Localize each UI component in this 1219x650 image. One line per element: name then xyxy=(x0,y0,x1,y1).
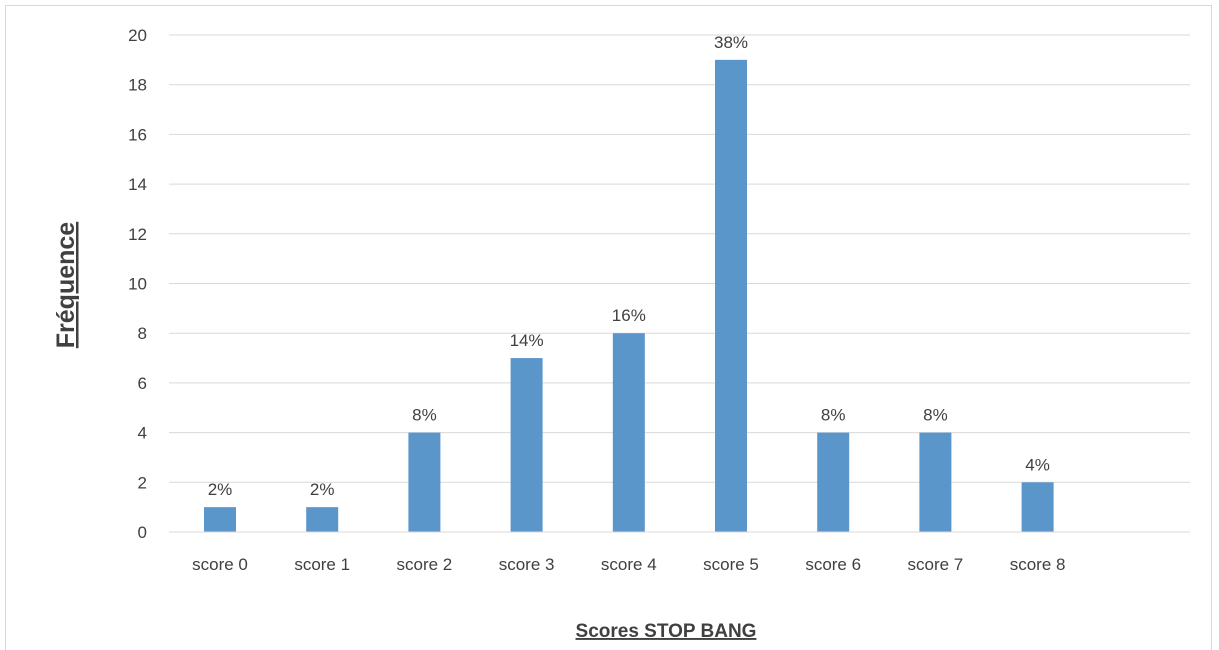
gridlines xyxy=(169,34,1190,483)
y-tick-label: 6 xyxy=(138,374,147,393)
bar-score-1 xyxy=(306,507,339,532)
y-tick-label: 0 xyxy=(138,523,147,542)
y-tick-label: 4 xyxy=(138,424,147,443)
bar-score-3 xyxy=(510,358,543,532)
x-tick-label: score 0 xyxy=(192,555,248,574)
y-axis-title: Fréquence xyxy=(52,222,80,349)
chart-frame xyxy=(5,5,1212,650)
x-tick-label: score 5 xyxy=(703,555,759,574)
data-label: 14% xyxy=(510,331,544,350)
y-tick-label: 10 xyxy=(128,275,147,294)
y-tick-label: 14 xyxy=(128,175,147,194)
data-label: 8% xyxy=(923,406,948,425)
x-tick-label: score 2 xyxy=(397,555,453,574)
data-labels: 2% 2% 8% 14% 16% 38% 8% 8% 4% xyxy=(208,33,1050,499)
bar-score-8 xyxy=(1021,482,1054,532)
bar-score-6 xyxy=(817,432,850,532)
bar-score-2 xyxy=(408,432,441,532)
bar-score-5 xyxy=(715,59,747,532)
x-tick-label: score 4 xyxy=(601,555,657,574)
data-label: 38% xyxy=(714,33,748,52)
bars xyxy=(204,59,1054,532)
x-tick-label: score 6 xyxy=(805,555,861,574)
x-tick-label: score 8 xyxy=(1010,555,1066,574)
bar-score-7 xyxy=(919,432,952,532)
x-axis-ticks: score 0 score 1 score 2 score 3 score 4 score… xyxy=(192,555,1065,574)
data-label: 2% xyxy=(310,480,335,499)
data-label: 8% xyxy=(412,406,437,425)
data-label: 2% xyxy=(208,480,233,499)
y-tick-label: 18 xyxy=(128,76,147,95)
y-tick-label: 20 xyxy=(128,26,147,45)
bar-score-0 xyxy=(204,507,236,532)
y-tick-label: 8 xyxy=(138,324,147,343)
x-tick-label: score 3 xyxy=(499,555,555,574)
y-tick-label: 2 xyxy=(138,473,147,492)
y-tick-label: 12 xyxy=(128,225,147,244)
x-axis-title: Scores STOP BANG xyxy=(576,621,757,642)
x-tick-label: score 7 xyxy=(908,555,964,574)
x-tick-label: score 1 xyxy=(294,555,350,574)
y-axis-ticks: 0 2 4 6 8 10 12 14 16 18 20 xyxy=(128,26,147,542)
data-label: 8% xyxy=(821,406,846,425)
y-tick-label: 16 xyxy=(128,125,147,144)
data-label: 4% xyxy=(1025,455,1050,474)
bar-score-4 xyxy=(612,333,645,532)
data-label: 16% xyxy=(612,306,646,325)
